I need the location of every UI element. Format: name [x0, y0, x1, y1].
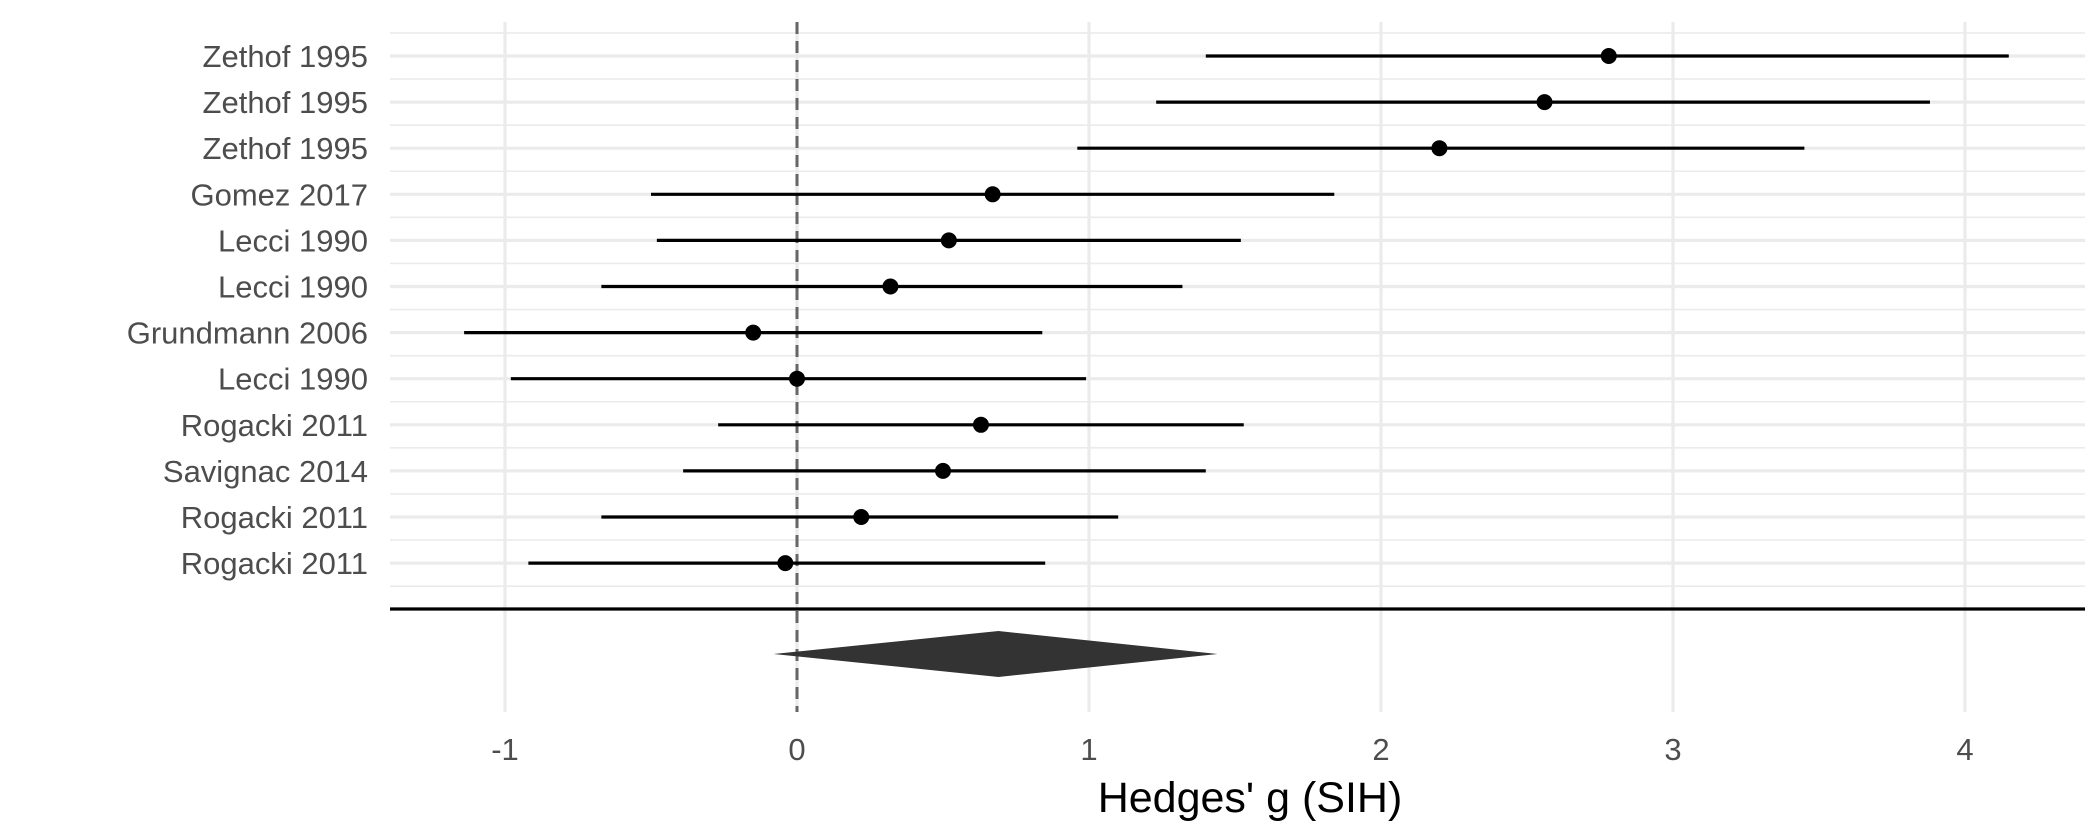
point-estimate — [853, 509, 870, 525]
study-rows — [464, 48, 2009, 572]
point-estimate — [935, 462, 951, 479]
x-tick-label: 0 — [788, 732, 805, 767]
point-estimate — [789, 370, 805, 387]
study-label: Lecci 1990 — [218, 270, 368, 305]
study-label: Grundmann 2006 — [127, 316, 368, 351]
study-label: Lecci 1990 — [218, 362, 368, 397]
study-label: Rogacki 2011 — [181, 500, 368, 535]
study-labels: Zethof 1995 Zethof 1995 Zethof 1995 Gomez 2… — [127, 39, 368, 581]
study-label: Gomez 2017 — [191, 177, 369, 212]
x-tick-label: 4 — [1956, 732, 1973, 767]
point-estimate — [972, 416, 989, 433]
point-estimate — [1431, 140, 1448, 157]
study-label: Lecci 1990 — [218, 223, 368, 258]
x-tick-labels: -1 0 1 2 3 4 — [491, 732, 1973, 767]
point-estimate — [1536, 94, 1553, 111]
point-estimate — [1600, 48, 1617, 64]
study-label: Zethof 1995 — [203, 131, 368, 166]
study-label: Rogacki 2011 — [181, 546, 368, 581]
x-axis-title: Hedges' g (SIH) — [1098, 774, 1403, 822]
x-tick-label: -1 — [491, 732, 519, 767]
study-label: Rogacki 2011 — [181, 408, 368, 443]
study-label: Zethof 1995 — [203, 39, 368, 74]
summary-diamond — [773, 631, 1218, 677]
study-label: Zethof 1995 — [203, 85, 368, 120]
x-tick-label: 1 — [1080, 732, 1097, 767]
study-label: Savignac 2014 — [163, 454, 368, 489]
x-tick-label: 3 — [1664, 732, 1681, 767]
point-estimate — [984, 186, 1001, 203]
point-estimate — [882, 278, 899, 295]
summary-group — [773, 631, 1218, 677]
x-tick-label: 2 — [1372, 732, 1389, 767]
point-estimate — [745, 324, 762, 341]
point-estimate — [940, 232, 957, 249]
point-estimate — [777, 555, 794, 572]
